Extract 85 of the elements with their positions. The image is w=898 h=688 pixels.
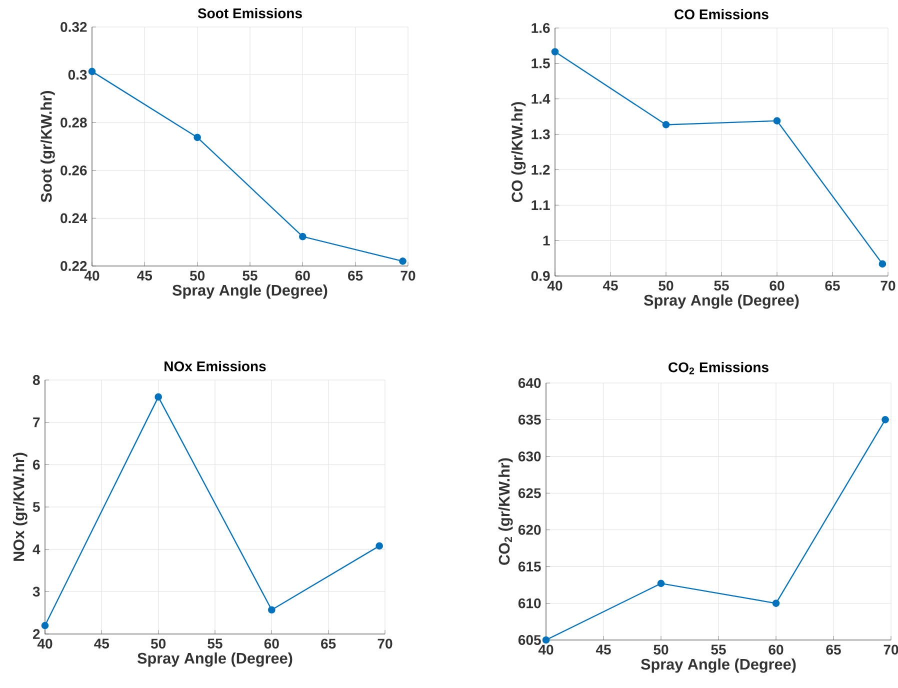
y-tick-label: 8 bbox=[32, 375, 40, 385]
x-tick-label: 65 bbox=[826, 644, 841, 655]
y-axis-title: Soot (gr/KW.hr) bbox=[40, 91, 55, 202]
y-tick-label: 1.5 bbox=[532, 58, 550, 68]
x-tick-label: 40 bbox=[538, 644, 554, 655]
x-tick-label: 45 bbox=[137, 270, 152, 280]
point bbox=[878, 260, 886, 268]
x-tick-label: 45 bbox=[94, 638, 110, 648]
point bbox=[772, 600, 780, 607]
x-tick-label: 45 bbox=[602, 280, 618, 290]
y-tick-label: 605 bbox=[518, 635, 541, 645]
x-tick-label: 50 bbox=[654, 644, 668, 655]
point bbox=[194, 134, 201, 142]
y-tick-label: 1.3 bbox=[532, 129, 550, 140]
x-tick-label: 60 bbox=[770, 280, 784, 291]
point bbox=[657, 580, 665, 588]
y-tick-label: 620 bbox=[518, 524, 541, 535]
y-tick-label: 0.32 bbox=[60, 22, 87, 32]
x-tick-label: 65 bbox=[825, 280, 840, 291]
y-tick-label: 630 bbox=[518, 451, 541, 462]
x-tick-label: 55 bbox=[714, 280, 729, 290]
y-tick-label: 635 bbox=[518, 414, 541, 425]
point bbox=[299, 232, 306, 240]
x-axis-title: Spray Angle (Degree) bbox=[644, 294, 799, 309]
chart-title: CO Emissions bbox=[674, 9, 768, 20]
x-tick-label: 60 bbox=[264, 638, 279, 649]
point bbox=[399, 258, 406, 265]
y-tick-label: 0.9 bbox=[531, 271, 550, 281]
x-tick-label: 60 bbox=[768, 644, 784, 655]
point bbox=[662, 121, 670, 128]
point bbox=[376, 542, 384, 550]
x-tick-label: 40 bbox=[84, 270, 100, 281]
x-tick-label: 70 bbox=[378, 638, 392, 649]
chart-title: NOx Emissions bbox=[164, 361, 266, 372]
y-tick-label: 2 bbox=[32, 629, 40, 639]
y-tick-label: 640 bbox=[518, 378, 541, 388]
y-tick-label: 4 bbox=[32, 544, 40, 554]
point bbox=[551, 48, 559, 56]
y-tick-label: 610 bbox=[518, 598, 541, 608]
x-axis-title: Spray Angle (Degree) bbox=[137, 652, 292, 667]
x-tick-label: 50 bbox=[658, 280, 674, 291]
y-tick-label: 625 bbox=[518, 488, 541, 498]
x-tick-label: 55 bbox=[208, 638, 222, 648]
x-tick-label: 40 bbox=[547, 280, 562, 291]
chart-title: CO$_{2}$ Emissions bbox=[668, 362, 768, 374]
x-tick-label: 60 bbox=[295, 270, 310, 281]
x-tick-label: 65 bbox=[321, 638, 336, 649]
y-tick-label: 0.24 bbox=[60, 213, 88, 224]
y-axis-title: CO (gr/KW.hr) bbox=[511, 102, 526, 202]
y-tick-label: 0.28 bbox=[60, 118, 87, 128]
y-tick-label: 0.3 bbox=[68, 70, 87, 80]
y-tick-label: 3 bbox=[32, 586, 40, 597]
chart-title: Soot Emissions bbox=[198, 8, 302, 18]
y-tick-label: 615 bbox=[518, 562, 541, 572]
x-tick-label: 70 bbox=[884, 644, 898, 655]
x-tick-label: 70 bbox=[880, 280, 896, 291]
y-tick-label: 5 bbox=[32, 502, 40, 512]
y-tick-label: 1.6 bbox=[532, 23, 550, 33]
y-tick-label: 0.22 bbox=[60, 261, 87, 271]
y-tick-label: 1.4 bbox=[532, 94, 550, 104]
point bbox=[154, 393, 162, 401]
point bbox=[542, 636, 550, 644]
x-tick-label: 50 bbox=[150, 638, 166, 649]
x-tick-label: 55 bbox=[242, 270, 258, 280]
x-tick-label: 70 bbox=[400, 270, 416, 281]
x-axis-title: Spray Angle (Degree) bbox=[640, 658, 796, 673]
point bbox=[773, 117, 781, 124]
x-tick-label: 50 bbox=[190, 270, 205, 281]
y-axis-title: CO$_{2}$ (gr/KW.hr) bbox=[498, 458, 513, 565]
point bbox=[882, 416, 889, 424]
point bbox=[268, 606, 276, 614]
point bbox=[88, 68, 96, 76]
x-tick-label: 40 bbox=[37, 638, 52, 649]
x-tick-label: 45 bbox=[596, 644, 611, 654]
x-tick-label: 65 bbox=[348, 270, 363, 281]
y-tick-label: 0.26 bbox=[60, 165, 87, 176]
y-tick-label: 1.2 bbox=[532, 164, 550, 175]
x-axis-title: Spray Angle (Degree) bbox=[172, 284, 328, 299]
y-tick-label: 7 bbox=[33, 418, 40, 428]
y-tick-label: 1.1 bbox=[532, 200, 550, 210]
x-tick-label: 55 bbox=[711, 644, 726, 654]
point bbox=[41, 622, 49, 630]
y-tick-label: 6 bbox=[33, 460, 40, 470]
y-axis-title: NOx (gr/KW.hr) bbox=[12, 452, 28, 561]
y-tick-label: 1 bbox=[543, 236, 550, 246]
